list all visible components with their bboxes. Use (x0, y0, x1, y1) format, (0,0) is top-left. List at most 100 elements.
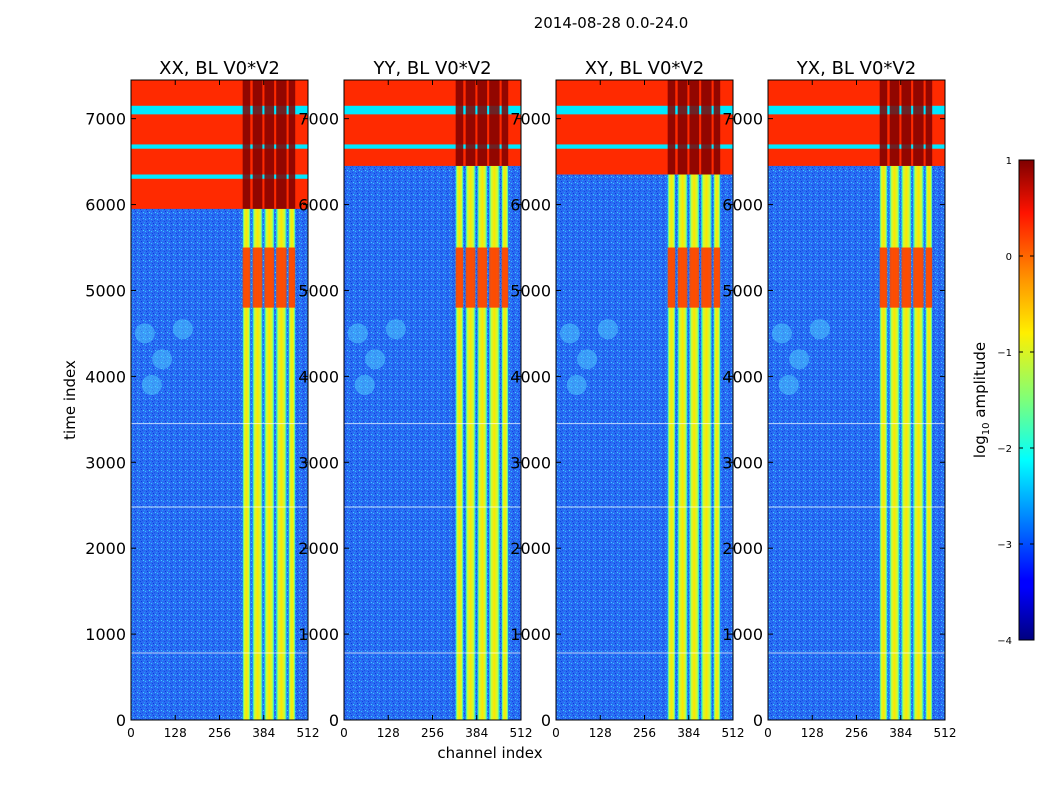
x-tick-label: 256 (421, 726, 444, 740)
heatmap-band-hot (901, 247, 912, 308)
heatmap-band (901, 80, 912, 720)
heatmap-gap-row (768, 144, 945, 149)
y-tick-label: 7000 (85, 110, 126, 129)
y-tick-label: 4000 (510, 367, 551, 386)
panel-title: XY, BL V0*V2 (585, 58, 704, 79)
y-tick-label: 6000 (722, 196, 763, 215)
panel-title: YX, BL V0*V2 (796, 58, 916, 79)
heatmap-patch (771, 323, 792, 344)
heatmap-peak (242, 80, 251, 209)
heatmap-panels: XX, BL V0*V2 0 128 256 384 512 0 1000 2000 3000 40… (85, 58, 956, 740)
colorbar-label-suffix: amplitude (971, 342, 989, 423)
heatmap-band (465, 80, 476, 720)
colorbar-label: log10 amplitude (971, 342, 992, 458)
y-tick-label: 5000 (85, 281, 126, 300)
x-tick-label: 512 (722, 726, 745, 740)
heatmap-patch (134, 323, 155, 344)
heatmap-band (913, 80, 924, 720)
y-tick-label: 6000 (510, 196, 551, 215)
y-tick-label: 3000 (85, 453, 126, 472)
heatmap-band-hot (501, 247, 509, 308)
y-tick-label: 4000 (722, 367, 763, 386)
heatmap-peak (677, 80, 688, 175)
heatmap-gap-row (344, 105, 521, 115)
heatmap-band-hot (677, 247, 688, 308)
colorbar-tick-label: −3 (997, 540, 1012, 551)
y-tick-label: 5000 (510, 281, 551, 300)
x-tick-label: 256 (208, 726, 231, 740)
x-tick-label: 384 (889, 726, 912, 740)
heatmap-patch (365, 349, 386, 370)
heatmap-peak (667, 80, 676, 175)
heatmap-band (713, 80, 721, 720)
x-tick-label: 384 (677, 726, 700, 740)
y-tick-label: 7000 (298, 110, 339, 129)
colorbar-label-prefix: log (971, 435, 989, 458)
colorbar-gradient (1018, 159, 1035, 641)
heatmap-band (889, 80, 900, 720)
heatmap-peak (913, 80, 924, 166)
y-tick-label: 2000 (85, 539, 126, 558)
heatmap-band-hot (252, 247, 263, 308)
y-tick-label: 1000 (298, 625, 339, 644)
heatmap-peak (889, 80, 900, 166)
heatmap-band-hot (925, 247, 933, 308)
heatmap-band (489, 80, 500, 720)
x-tick-label: 256 (633, 726, 656, 740)
heatmap-band (252, 80, 263, 720)
x-tick-label: 384 (252, 726, 275, 740)
y-tick-label: 0 (116, 711, 126, 730)
heatmap-band (701, 80, 712, 720)
heatmap-patch (347, 323, 368, 344)
colorbar-label-sub: 10 (981, 422, 992, 435)
y-tick-label: 6000 (298, 196, 339, 215)
heatmap-band (667, 80, 676, 720)
heatmap-band-hot (288, 247, 296, 308)
heatmap-band (879, 80, 888, 720)
x-tick-label: 128 (377, 726, 400, 740)
heatmap-band-hot (913, 247, 924, 308)
y-tick-label: 1000 (722, 625, 763, 644)
y-tick-label: 2000 (298, 539, 339, 558)
heatmap-band (689, 80, 700, 720)
heatmap-peak (879, 80, 888, 166)
heatmap-band-hot (713, 247, 721, 308)
y-tick-label: 3000 (298, 453, 339, 472)
heatmap-gap-row (768, 105, 945, 115)
x-tick-label: 128 (589, 726, 612, 740)
heatmap-gap-row (344, 144, 521, 149)
y-tick-label: 2000 (722, 539, 763, 558)
heatmap-patch (559, 323, 580, 344)
heatmap-patch (141, 374, 162, 395)
heatmap-band (288, 80, 296, 720)
heatmap-panel: XX, BL V0*V2 0 128 256 384 512 0 1000 2000 3000 40… (85, 58, 319, 740)
y-tick-label: 0 (753, 711, 763, 730)
heatmap-peak (288, 80, 296, 209)
colorbar-tick-label: −2 (997, 444, 1012, 455)
heatmap-peak (455, 80, 464, 166)
colorbar-tick-label: −4 (997, 636, 1012, 647)
heatmap-band (477, 80, 488, 720)
y-axis-label: time index (61, 360, 79, 440)
y-tick-label: 0 (329, 711, 339, 730)
heatmap-patch (789, 349, 810, 370)
x-tick-label: 128 (801, 726, 824, 740)
heatmap-patch (577, 349, 598, 370)
colorbar-tick-label: −1 (997, 348, 1012, 359)
y-tick-label: 7000 (510, 110, 551, 129)
x-axis-label: channel index (437, 744, 542, 762)
y-tick-label: 1000 (85, 625, 126, 644)
panel-title: XX, BL V0*V2 (159, 58, 280, 79)
heatmap-band (264, 80, 275, 720)
y-tick-label: 6000 (85, 196, 126, 215)
heatmap-band (242, 80, 251, 720)
heatmap-peak (465, 80, 476, 166)
heatmap-band-hot (489, 247, 500, 308)
heatmap-panel: YX, BL V0*V2 0 128 256 384 512 0 1000 2000 3000 40… (722, 58, 956, 740)
heatmap-patch (566, 374, 587, 395)
colorbar-tick-label: 1 (1006, 156, 1012, 167)
heatmap-band-hot (689, 247, 700, 308)
heatmap-patch (597, 319, 618, 340)
y-tick-label: 4000 (85, 367, 126, 386)
heatmap-band-hot (889, 247, 900, 308)
